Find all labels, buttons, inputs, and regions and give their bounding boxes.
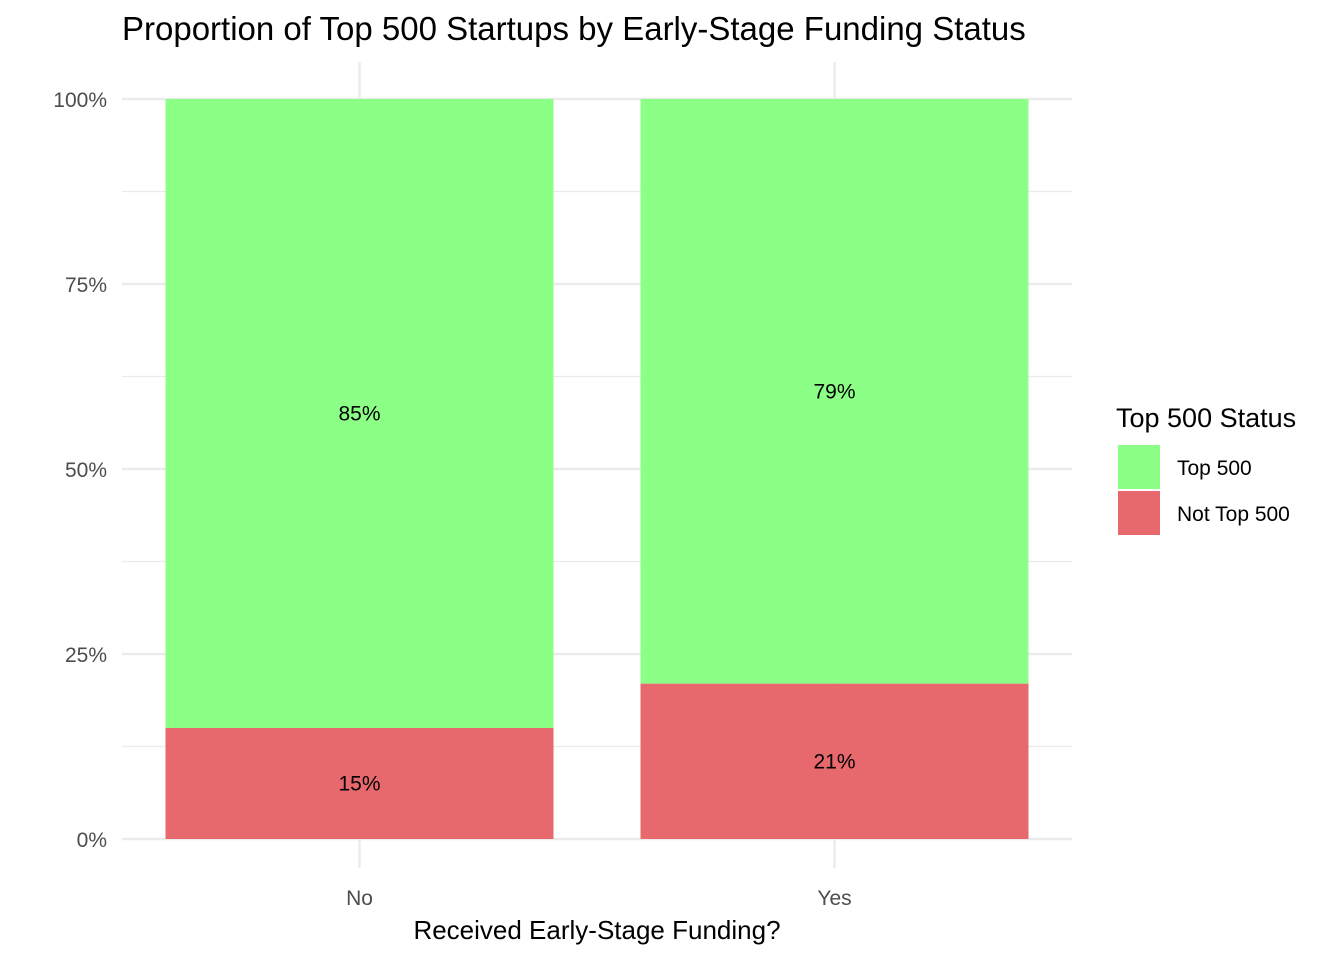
y-tick-label: 0% <box>77 829 107 852</box>
bar-segment-top-500-yes <box>640 99 1029 684</box>
legend-title: Top 500 Status <box>1116 403 1296 433</box>
y-tick-label: 50% <box>65 459 107 482</box>
legend-items: Top 500 Not Top 500 <box>1118 445 1290 535</box>
legend-label: Top 500 <box>1177 457 1252 480</box>
legend-swatch <box>1118 445 1160 489</box>
data-label: 21% <box>813 750 855 773</box>
bar-segment-not-top-500-no <box>165 728 554 839</box>
data-labels-layer: 15% 85% 21% 79% <box>338 380 855 795</box>
data-label: 79% <box>813 380 855 403</box>
bar-segment-top-500-no <box>165 99 554 728</box>
bars-layer <box>165 99 1029 839</box>
legend: Top 500 Status Top 500 Not Top 500 <box>1116 403 1296 535</box>
legend-swatch <box>1118 491 1160 535</box>
data-label: 85% <box>338 403 380 426</box>
y-tick-label: 100% <box>53 89 107 112</box>
x-axis-title: Received Early-Stage Funding? <box>413 915 780 945</box>
data-label: 15% <box>338 773 380 796</box>
x-tick-label: No <box>346 887 373 910</box>
y-tick-label: 25% <box>65 644 107 667</box>
axis-layer: 0% 25% 50% 75% 100% No Yes <box>53 89 851 910</box>
legend-label: Not Top 500 <box>1177 503 1290 526</box>
chart-title: Proportion of Top 500 Startups by Early-… <box>122 10 1026 47</box>
y-tick-label: 75% <box>65 274 107 297</box>
bar-segment-not-top-500-yes <box>640 683 1029 839</box>
x-tick-label: Yes <box>817 887 851 910</box>
